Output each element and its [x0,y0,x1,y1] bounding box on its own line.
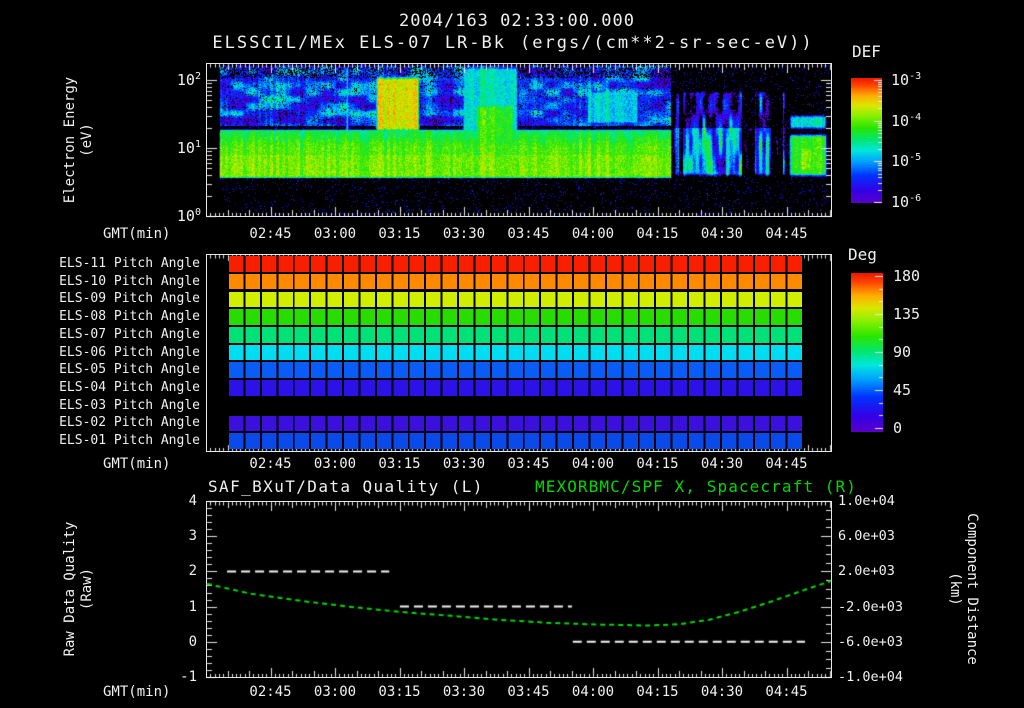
time-tick-label: 03:00 [313,456,357,472]
pitch-row-label: ELS-09 Pitch Angle [59,291,200,307]
spectrogram-y-axis-label: Electron Energy (eV) [62,77,96,203]
pitch-row-band [228,291,804,308]
degree-colorbar [851,273,883,432]
time-tick-label: 03:15 [378,226,421,242]
time-tick-label: 04:30 [700,226,744,242]
quality-tick-label: 4 [188,493,197,509]
degree-colorbar-title: Deg [848,245,877,264]
page-title-instrument: ELSSCIL/MEx ELS-07 LR-Bk (ergs/(cm**2-sr-… [212,33,813,53]
degree-colorbar-tick-label: 0 [893,419,903,437]
page-title-datetime: 2004/163 02:33:00.000 [399,11,635,31]
time-tick-label: 02:45 [249,226,292,242]
time-tick-label: 04:15 [636,226,679,242]
pitch-row-label: ELS-10 Pitch Angle [59,273,200,289]
pitch-row-label: ELS-06 Pitch Angle [59,344,200,360]
quality-tick-label: 1 [188,598,197,615]
bottom-left-y-axis-label-text: Raw Data Quality [62,521,78,657]
time-tick-label: 03:00 [313,684,357,700]
degree-colorbar-tick-label: 135 [893,305,921,323]
distance-tick-label: -6.0e+03 [838,633,904,650]
time-tick-label: 04:30 [700,456,744,472]
time-tick-label: 02:45 [249,456,292,472]
time-tick-label: 04:45 [765,226,808,242]
time-tick-label: 03:15 [378,456,421,472]
distance-tick-label: 2.0e+03 [838,563,895,580]
spectrogram-y-axis-label-text: Electron Energy [62,76,78,204]
energy-tick-label: 102 [176,71,201,89]
flux-colorbar-tick-label: 10-3 [891,71,922,89]
pitch-row-band [228,256,804,272]
time-tick-label: 03:15 [378,684,421,700]
spectrogram-canvas [207,64,831,216]
pitch-row-label: ELS-05 Pitch Angle [59,362,200,378]
flux-colorbar [851,78,882,203]
flux-colorbar-tick-label: 10-5 [891,152,922,171]
flux-colorbar-tick-label: 10-6 [891,193,922,211]
flux-colorbar-tick-label: 10-4 [891,111,922,130]
bottom-right-y-axis-unit: (km) [947,572,963,606]
pitch-row-label: ELS-11 Pitch Angle [59,255,200,271]
bottom-left-series-title: SAF_BXuT/Data Quality (L) [208,477,484,496]
pitch-row-band [228,326,804,343]
pitch-row-band [228,433,804,449]
pitch-row-band [228,344,804,361]
quality-tick-label: -1 [180,669,197,685]
degree-colorbar-tick-label: 90 [893,343,912,361]
pitch-row-label: ELS-07 Pitch Angle [59,326,200,342]
time-tick-label: 02:45 [249,684,292,700]
time-tick-label: 03:30 [442,226,486,242]
degree-colorbar-tick-label: 180 [893,267,921,285]
pitch-row-label: ELS-03 Pitch Angle [59,397,200,413]
instrument-label: ELSSCIL/MEx ELS-07 LR-Bk [212,33,506,53]
gmt-axis-label: GMT(min) [103,684,171,700]
flux-colorbar-title: DEF [852,42,881,61]
time-tick-label: 04:00 [571,456,615,472]
distance-tick-label: -1.0e+04 [838,669,904,685]
time-tick-label: 04:15 [636,456,679,472]
bottom-right-y-axis-label: Component Distance (km) [946,513,980,665]
time-tick-label: 03:45 [507,226,550,242]
bottom-left-y-axis-label: Raw Data Quality (Raw) [62,522,96,657]
bottom-right-series-title: MEXORBMC/SPF X, Spacecraft (R) [535,477,857,496]
time-tick-label: 04:00 [571,684,615,700]
quality-tick-label: 2 [188,563,197,580]
degree-colorbar-tick-label: 45 [893,381,912,399]
time-tick-label: 03:45 [507,684,550,700]
time-tick-label: 04:30 [700,684,744,700]
pitch-row-band [228,415,804,432]
time-tick-label: 04:45 [765,456,808,472]
time-tick-label: 04:45 [765,684,808,700]
time-tick-label: 04:00 [571,226,615,242]
time-tick-label: 03:45 [507,456,550,472]
units-label: (ergs/(cm**2-sr-sec-eV)) [520,33,814,53]
energy-tick-label: 100 [176,207,201,225]
bottom-right-y-axis-label-text: Component Distance [964,513,980,665]
pitch-row-band [228,380,804,396]
pitch-row-label: ELS-08 Pitch Angle [59,309,200,325]
pitch-row-label: ELS-01 Pitch Angle [59,433,200,449]
pitch-row-band [228,273,804,290]
pitch-row-band [228,362,804,379]
time-tick-label: 03:30 [442,684,486,700]
distance-tick-label: 1.0e+04 [838,493,895,509]
distance-tick-label: -2.0e+03 [838,598,904,615]
time-tick-label: 03:00 [313,226,357,242]
time-tick-label: 03:30 [442,456,486,472]
spectrogram-y-axis-unit: (eV) [79,123,95,157]
data-quality-distance-panel [206,501,832,678]
gmt-axis-label: GMT(min) [103,456,171,472]
pitch-row-label: ELS-04 Pitch Angle [59,379,200,395]
pitch-row-band [228,309,804,325]
bottom-left-y-axis-unit: (Raw) [79,567,95,611]
gmt-axis-label: GMT(min) [103,226,171,242]
time-tick-label: 04:15 [636,684,679,700]
distance-tick-label: 6.0e+03 [838,528,895,545]
pitch-row-label: ELS-02 Pitch Angle [59,415,200,431]
energy-tick-label: 101 [176,139,201,157]
quality-tick-label: 0 [188,633,197,650]
quality-tick-label: 3 [188,528,197,545]
